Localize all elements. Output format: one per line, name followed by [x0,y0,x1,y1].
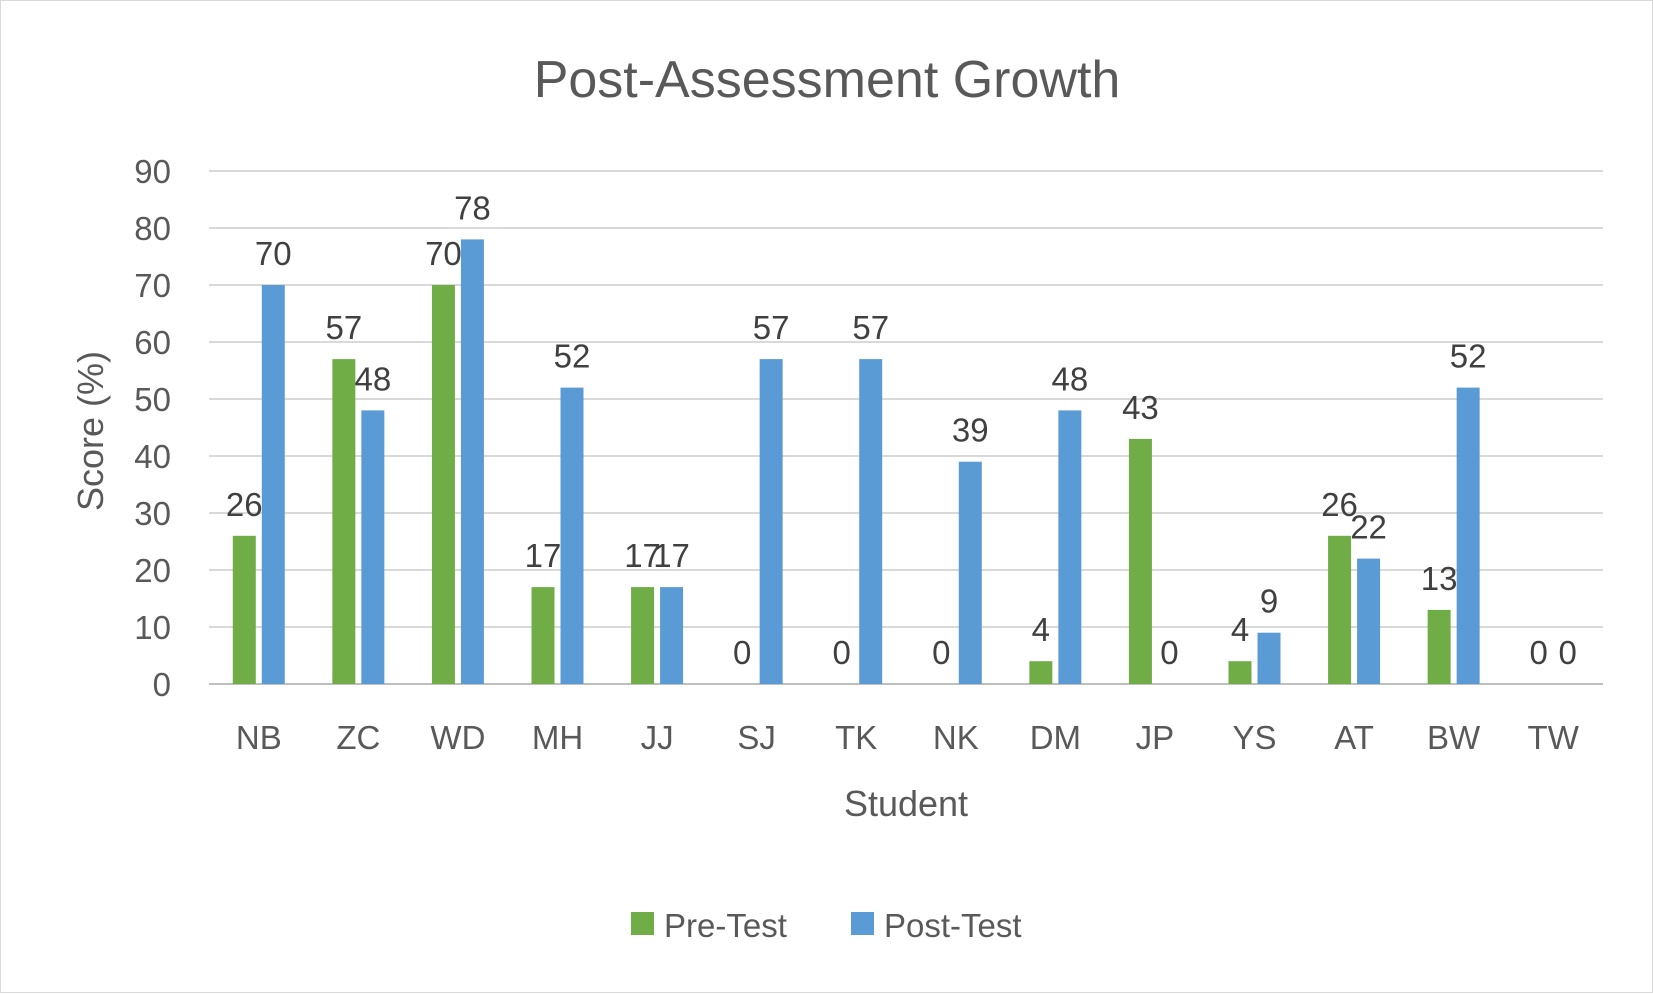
x-tick-label-tw: TW [1528,719,1580,756]
x-tick-label-nb: NB [236,719,282,756]
pre-test-bar-wd [431,285,455,684]
post-test-label-jp: 0 [1160,634,1178,671]
pre-test-label-jj: 17 [624,537,661,574]
pre-test-label-sj: 0 [733,634,751,671]
gridlines [209,170,1603,685]
x-tick-label-ys: YS [1232,719,1276,756]
y-axis-ticks: 0 10 20 30 40 50 60 70 80 90 [134,153,171,703]
post-test-label-zc: 48 [354,360,391,397]
post-test-bar-ys [1257,632,1281,684]
post-test-bar-mh [560,387,584,684]
post-test-label-dm: 48 [1051,360,1088,397]
pre-test-bar-bw [1427,609,1451,684]
post-test-bar-nb [261,285,285,684]
pre-test-bar-mh [531,587,555,684]
post-test-bar-bw [1456,387,1480,684]
x-axis-ticks: NB ZC WD MH JJ SJ TK NK DM JP YS AT BW TW [236,719,1580,756]
pre-test-label-zc: 57 [325,309,362,346]
y-tick-label: 20 [134,552,171,589]
x-tick-label-jj: JJ [641,719,674,756]
post-test-label-sj: 57 [753,309,790,346]
x-tick-label-mh: MH [532,719,583,756]
x-tick-label-jp: JP [1136,719,1175,756]
post-test-bar-tk [859,359,883,684]
pre-test-bar-ys [1228,661,1252,684]
post-test-label-wd: 78 [454,189,491,226]
y-tick-label: 40 [134,438,171,475]
bars [232,239,1480,684]
pre-test-label-at: 26 [1321,486,1358,523]
y-tick-label: 30 [134,495,171,532]
post-test-bar-wd [460,239,484,684]
post-test-label-at: 22 [1350,509,1387,546]
pre-test-label-tw: 0 [1530,634,1548,671]
x-axis-title: Student [844,783,968,824]
pre-test-label-wd: 70 [425,235,462,272]
post-test-label-tw: 0 [1559,634,1577,671]
pre-test-bar-dm [1029,661,1053,684]
post-test-label-mh: 52 [554,338,591,375]
pre-test-bar-zc [332,359,356,684]
pre-test-label-tk: 0 [833,634,851,671]
post-test-legend-label: Post-Test [884,907,1022,944]
pre-test-label-bw: 13 [1421,560,1458,597]
x-tick-label-bw: BW [1427,719,1481,756]
x-tick-label-nk: NK [933,719,979,756]
data-labels: 2670574870781752171705705703944843049262… [226,189,1577,671]
x-tick-label-tk: TK [835,719,877,756]
post-test-label-bw: 52 [1450,338,1487,375]
post-test-legend-swatch [851,912,874,935]
pre-test-legend-swatch [631,912,654,935]
y-tick-label: 80 [134,210,171,247]
pre-test-bar-nb [232,535,256,684]
x-tick-label-wd: WD [430,719,485,756]
post-test-label-nk: 39 [952,412,989,449]
x-tick-label-dm: DM [1030,719,1081,756]
y-tick-label: 60 [134,324,171,361]
post-test-bar-dm [1058,410,1082,684]
x-tick-label-at: AT [1334,719,1374,756]
post-test-bar-sj [759,359,783,684]
post-test-label-nb: 70 [255,235,292,272]
pre-test-bar-at [1328,535,1352,684]
pre-test-label-nb: 26 [226,486,263,523]
x-tick-label-sj: SJ [737,719,776,756]
x-tick-label-zc: ZC [336,719,380,756]
pre-test-label-jp: 43 [1122,389,1159,426]
post-test-label-ys: 9 [1260,583,1278,620]
y-tick-label: 70 [134,267,171,304]
post-test-label-tk: 57 [852,309,889,346]
y-tick-label: 0 [153,666,171,703]
pre-test-bar-jj [631,587,655,684]
y-axis-title: Score (%) [70,351,111,511]
pre-test-label-dm: 4 [1032,611,1050,648]
post-test-label-jj: 17 [653,537,690,574]
y-tick-label: 90 [134,153,171,190]
pre-test-label-nk: 0 [932,634,950,671]
post-test-bar-zc [361,410,385,684]
pre-test-bar-jp [1128,438,1152,684]
y-tick-label: 50 [134,381,171,418]
y-tick-label: 10 [134,609,171,646]
pre-test-label-mh: 17 [525,537,562,574]
pre-test-label-ys: 4 [1231,611,1249,648]
chart-title: Post-Assessment Growth [534,51,1121,109]
pre-test-legend-label: Pre-Test [664,907,787,944]
post-test-bar-at [1357,558,1381,684]
post-test-bar-nk [958,461,982,684]
legend: Pre-Test Post-Test [631,907,1022,944]
post-test-bar-jj [660,587,684,684]
